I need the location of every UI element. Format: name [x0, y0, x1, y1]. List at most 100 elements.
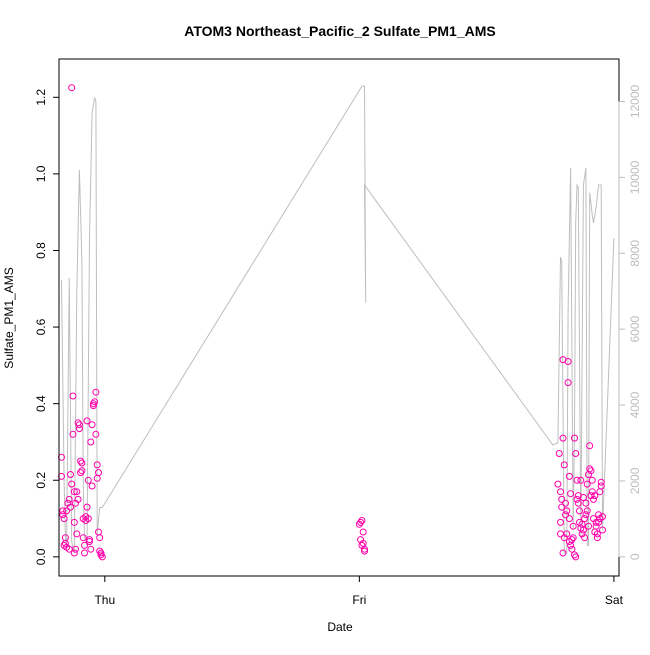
data-point: [557, 518, 564, 526]
data-point: [75, 425, 83, 433]
data-point: [572, 553, 580, 561]
data-point: [65, 495, 73, 503]
data-point: [558, 503, 566, 511]
y2-tick-label: 0: [628, 553, 642, 560]
data-point: [583, 507, 591, 515]
data-point: [87, 438, 95, 446]
data-point: [61, 539, 69, 547]
data-point: [581, 515, 589, 523]
data-point: [97, 549, 105, 557]
data-point: [84, 476, 92, 484]
data-point: [568, 545, 576, 553]
x-tick-label: Sat: [605, 593, 624, 607]
data-point: [86, 536, 93, 544]
data-point: [565, 472, 573, 480]
data-point: [577, 476, 585, 484]
data-point: [583, 480, 591, 488]
data-point: [562, 499, 569, 507]
data-point: [590, 495, 597, 503]
data-point: [586, 465, 594, 473]
data-point: [569, 522, 577, 530]
data-point: [67, 471, 74, 478]
data-point: [564, 379, 572, 387]
y-tick-label: 0.8: [34, 242, 48, 259]
data-point: [96, 534, 104, 542]
data-point: [68, 84, 76, 92]
data-point: [557, 488, 564, 496]
data-point: [597, 482, 605, 490]
data-point: [574, 499, 582, 507]
data-point: [92, 430, 100, 438]
y2-tick-label: 6000: [628, 315, 642, 342]
data-point: [70, 518, 78, 526]
data-point: [569, 534, 577, 542]
data-point: [70, 488, 78, 496]
data-point: [361, 547, 368, 555]
data-point: [595, 518, 603, 526]
data-point: [59, 511, 67, 519]
data-point: [560, 461, 568, 469]
chart-title: ATOM3 Northeast_Pacific_2 Sulfate_PM1_AM…: [184, 23, 495, 39]
data-point: [357, 518, 365, 526]
data-point: [79, 534, 87, 542]
data-point: [573, 495, 581, 503]
data-point: [599, 526, 606, 534]
data-point: [73, 530, 81, 538]
y2-tick-label: 12000: [628, 84, 642, 118]
data-point: [579, 494, 587, 501]
data-point: [60, 515, 68, 523]
data-point: [88, 482, 96, 490]
data-point: [83, 417, 91, 425]
x-axis-label: Date: [327, 620, 353, 634]
y2-tick-label: 4000: [628, 391, 642, 418]
data-point: [563, 530, 571, 538]
data-point: [69, 430, 77, 438]
data-point: [59, 507, 67, 515]
data-point: [554, 480, 562, 488]
data-point: [89, 402, 97, 410]
data-point: [361, 545, 368, 553]
data-point: [81, 549, 88, 557]
data-point: [95, 469, 102, 477]
data-point: [358, 517, 366, 524]
data-point: [558, 495, 566, 503]
x-tick-label: Fri: [352, 593, 366, 607]
data-point: [567, 490, 575, 498]
y-tick-label: 0.4: [34, 395, 48, 412]
data-point: [77, 469, 85, 477]
data-point: [63, 507, 71, 515]
axes-layer: 0.0 0.2 0.4 0.6 0.8 1.0 1.2 0 2000 4000 6000 8000 10…: [34, 84, 642, 607]
y2-tick-label: 10000: [628, 160, 642, 194]
data-point: [576, 507, 583, 515]
data-point: [559, 434, 567, 442]
data-point: [599, 513, 606, 521]
data-point: [69, 392, 77, 400]
data-point: [89, 400, 97, 408]
data-point: [77, 457, 85, 465]
data-point: [571, 434, 578, 442]
data-point: [593, 530, 601, 538]
data-point: [96, 547, 104, 555]
data-point: [587, 467, 595, 475]
data-point: [593, 534, 601, 542]
data-point: [73, 488, 81, 496]
data-point: [84, 515, 92, 523]
x-tick-label: Thu: [94, 593, 115, 607]
series-layer: [58, 84, 615, 561]
data-point: [592, 518, 600, 526]
data-point: [582, 499, 590, 507]
data-point: [562, 511, 569, 519]
data-point: [565, 515, 573, 523]
data-point: [78, 467, 86, 475]
data-point: [563, 507, 571, 515]
data-point: [585, 522, 592, 530]
data-point: [573, 476, 581, 484]
data-point: [72, 545, 79, 553]
data-point: [93, 461, 101, 469]
data-point: [91, 398, 99, 406]
data-point: [92, 388, 100, 396]
data-point: [579, 526, 587, 534]
data-point: [591, 492, 599, 500]
data-point: [81, 541, 88, 549]
